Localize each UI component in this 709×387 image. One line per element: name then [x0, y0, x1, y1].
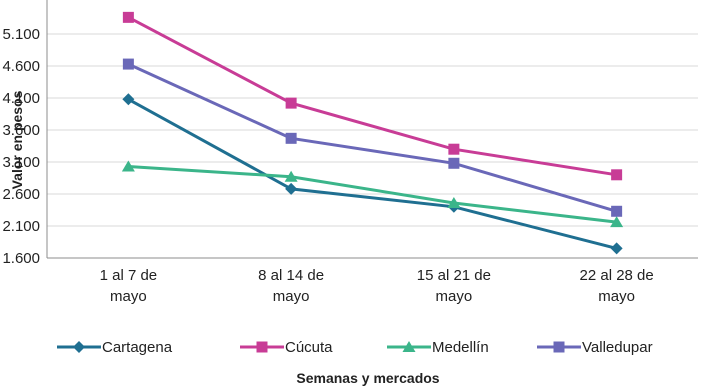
y-tick-label: 4.100: [2, 90, 40, 107]
data-point: [610, 216, 624, 228]
x-tick-label: 15 al 21 de: [417, 267, 491, 284]
y-tick-label: 2.600: [2, 186, 40, 203]
series-medellin: [121, 160, 624, 228]
x-tick-label: 22 al 28 de: [580, 267, 654, 284]
legend-marker: [256, 341, 268, 353]
series-valledupar: [122, 58, 623, 217]
data-point: [284, 170, 298, 182]
x-axis-ticks: 1 al 7 de mayo 8 al 14 de mayo 15 al 21 de ma…: [100, 267, 654, 305]
y-tick-label: 1.600: [2, 250, 40, 267]
series-cucuta: [122, 11, 623, 181]
data-point: [447, 196, 461, 208]
legend-item-cartagena: Cartagena: [57, 339, 173, 356]
legend-marker: [73, 341, 85, 353]
y-tick-label: 4.600: [2, 58, 40, 75]
data-point: [285, 182, 298, 195]
legend: Cartagena Cúcuta Medellín Valledupar: [57, 339, 653, 356]
legend-label: Cúcuta: [285, 339, 333, 356]
y-tick-label: 3.100: [2, 154, 40, 171]
x-tick-label: mayo: [598, 288, 635, 305]
data-point: [448, 143, 460, 155]
legend-label: Valledupar: [582, 339, 653, 356]
legend-item-cucuta: Cúcuta: [240, 339, 333, 356]
series-line: [127, 62, 618, 213]
y-axis-ticks: 1.600 2.100 2.600 3.100 3.600 4.100 4.600 5.100: [2, 26, 40, 267]
legend-label: Cartagena: [102, 339, 173, 356]
data-point: [285, 97, 297, 109]
series-line: [127, 16, 617, 177]
x-tick-label: 1 al 7 de: [100, 267, 158, 284]
legend-label: Medellín: [432, 339, 489, 356]
data-point: [122, 93, 135, 106]
series-lines: [121, 11, 624, 255]
x-tick-label: mayo: [110, 288, 147, 305]
legend-marker: [402, 341, 416, 352]
y-tick-label: 5.100: [2, 26, 40, 43]
gridlines: [46, 0, 698, 259]
data-point: [610, 242, 623, 255]
data-point: [122, 58, 134, 70]
y-tick-label: 3.600: [2, 122, 40, 139]
y-tick-label: 2.100: [2, 218, 40, 235]
data-point: [611, 205, 623, 217]
series-cartagena: [122, 93, 623, 255]
y-axis-title: Valor en pesos: [9, 90, 25, 189]
legend-marker: [553, 341, 565, 353]
data-point: [285, 132, 297, 144]
x-tick-label: mayo: [436, 288, 473, 305]
data-point: [611, 169, 623, 181]
data-point: [122, 11, 134, 23]
x-tick-label: mayo: [273, 288, 310, 305]
data-point: [121, 160, 135, 172]
series-line: [127, 97, 617, 250]
series-line: [128, 164, 617, 224]
x-tick-label: 8 al 14 de: [258, 267, 324, 284]
legend-item-medellin: Medellín: [387, 339, 489, 356]
data-point: [448, 157, 460, 169]
x-axis-title: Semanas y mercados: [296, 370, 439, 386]
legend-item-valledupar: Valledupar: [537, 339, 653, 356]
